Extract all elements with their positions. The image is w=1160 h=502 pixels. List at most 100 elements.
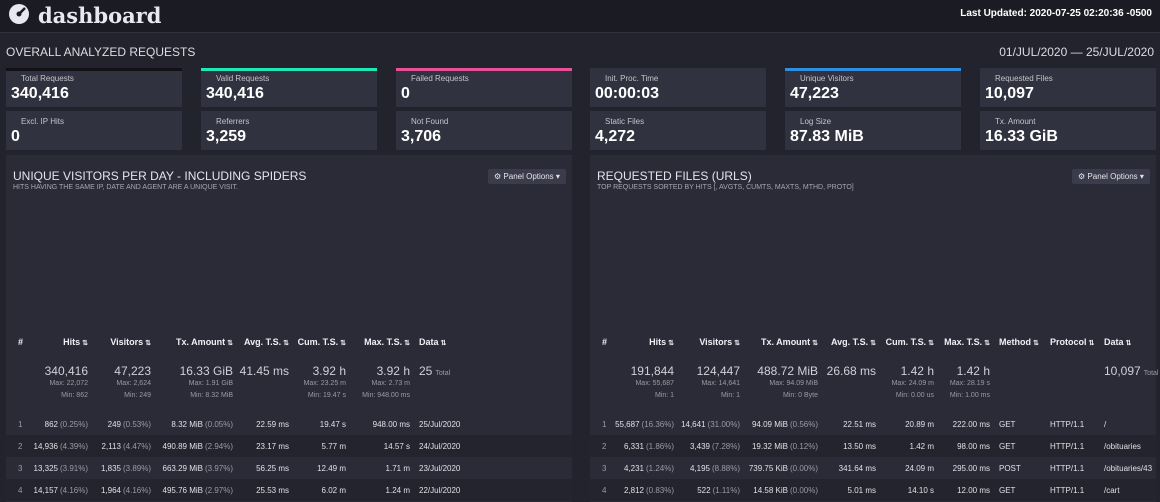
table-cell: 8.32 MiB (0.05%) [33,420,233,429]
table-cell: 5.01 ms [847,486,876,495]
table-cell: 14,641 (31.00%) [540,420,740,429]
panel-title: UNIQUE VISITORS PER DAY - INCLUDING SPID… [13,169,307,183]
column-header: Max. T.S. [210,337,410,347]
table-cell: 739.75 KiB (0.00%) [618,464,818,473]
table-cell: /cart [1104,486,1120,495]
table-cell: 1,835 (3.89%) [0,464,151,473]
cell-value: 663.29 MiB [162,464,203,473]
cell-percent: (3.91%) [59,464,88,473]
cell-value: 8.32 MiB [171,420,203,429]
card-label: Total Requests [21,74,74,83]
summary-max: Max: 28.19 s [949,380,990,387]
logo-text: dashboard [38,3,162,28]
summary-value: 25 Total [419,364,450,378]
panel-title: REQUESTED FILES (URLS) [597,169,752,183]
summary-value: 488.72 MiB [757,364,818,378]
cell-value: 14,641 [681,420,706,429]
table-cell: 1.24 m [385,486,410,495]
table-cell: 24/Jul/2020 [419,442,461,451]
card-label: Log Size [800,117,832,126]
table-cell: 295.00 ms [952,464,990,473]
table-cell: 23.17 ms [256,442,289,451]
table-cell: 13.50 ms [843,442,876,451]
summary-max: Max: 1.91 GiB [188,380,233,387]
table-cell: 14,157 (4.16%) [0,486,88,495]
table-cell: 1 [18,420,23,429]
panel-options[interactable]: Panel Options [488,169,566,184]
table-cell: HTTP/1.1 [1050,442,1085,451]
summary-value: 26.68 ms [826,364,876,378]
table-cell: HTTP/1.1 [1050,420,1085,429]
summary-max: Max: 2.73 m [371,380,410,387]
table-cell: 12.49 m [317,464,346,473]
card-value: 47,223 [790,85,839,102]
summary-min: Min: 948.00 ms [362,392,410,399]
metric-card [980,68,1156,107]
table-cell: 2,812 (0.83%) [474,486,674,495]
summary-max: Max: 94.09 MiB [769,380,818,387]
cell-value: 2,812 [623,486,644,495]
card-label: Requested Files [995,74,1053,83]
table-cell: 14.10 s [907,486,934,495]
summary-max: Max: 2,624 [116,380,151,387]
cell-percent: (0.12%) [789,442,818,451]
summary-note: Total [435,370,451,377]
cell-percent: (1.86%) [645,442,674,451]
cell-value: 1,835 [100,464,121,473]
cell-value: 2,113 [101,442,121,451]
metric-card [396,68,572,107]
cell-percent: (1.11%) [712,486,740,495]
table-cell: 1.71 m [385,464,410,473]
table-cell: 25/Jul/2020 [419,420,461,429]
table-cell: HTTP/1.1 [1050,464,1085,473]
table-cell: 4,231 (1.24%) [474,464,674,473]
table-cell: 94.09 MiB (0.56%) [618,420,818,429]
summary-min: Min: 1.00 ms [949,392,990,399]
summary-min: Min: 19.47 s [307,392,346,399]
cell-value: 14,157 [33,486,58,495]
table-cell: 4,195 (8.88%) [540,464,740,473]
card-label: Unique Visitors [800,74,854,83]
cell-percent: (0.00%) [789,486,818,495]
cell-value: 13,325 [33,464,58,473]
table-cell: 1.42 m [909,442,934,451]
table-cell: 5.77 m [321,442,346,451]
summary-value: 191,844 [630,364,674,378]
table-cell: 19.32 MiB (0.12%) [618,442,818,451]
table-row [590,413,1156,435]
summary-max: Max: 22,072 [49,380,88,387]
cell-percent: (31.00%) [707,420,740,429]
table-cell: / [1104,420,1107,429]
cell-percent: (0.05%) [204,420,233,429]
cell-percent: (0.83%) [645,486,674,495]
card-label: Static Files [605,117,645,126]
metric-card [590,111,766,150]
card-label: Excl. IP Hits [21,117,64,126]
cell-value: 6,331 [623,442,644,451]
table-row [590,479,1156,501]
card-value: 0 [401,85,410,102]
panel-options[interactable]: Panel Options [1072,169,1150,184]
metric-card [6,68,182,107]
metric-card [396,111,572,150]
cell-value: 495.76 MiB [162,486,203,495]
cell-value: 14.58 KiB [753,486,788,495]
table-cell: 341.64 ms [838,464,876,473]
card-value: 3,706 [401,128,442,145]
cell-percent: (4.47%) [122,442,151,451]
cell-value: 94.09 MiB [751,420,788,429]
summary-min: Min: 1 [654,392,674,399]
table-cell: 249 (0.53%) [0,420,151,429]
last-updated: Last Updated: 2020-07-25 02:20:36 -0500 [960,8,1152,19]
cell-percent: (0.25%) [59,420,88,429]
cell-percent: (16.36%) [641,420,674,429]
card-value: 340,416 [206,85,264,102]
table-cell: 22.51 ms [843,420,876,429]
table-cell: 222.00 ms [952,420,990,429]
table-cell: 56.25 ms [256,464,289,473]
metric-card [201,68,377,107]
cell-value: 19.32 MiB [751,442,788,451]
table-cell: 3 [602,464,607,473]
table-cell: 4 [18,486,23,495]
